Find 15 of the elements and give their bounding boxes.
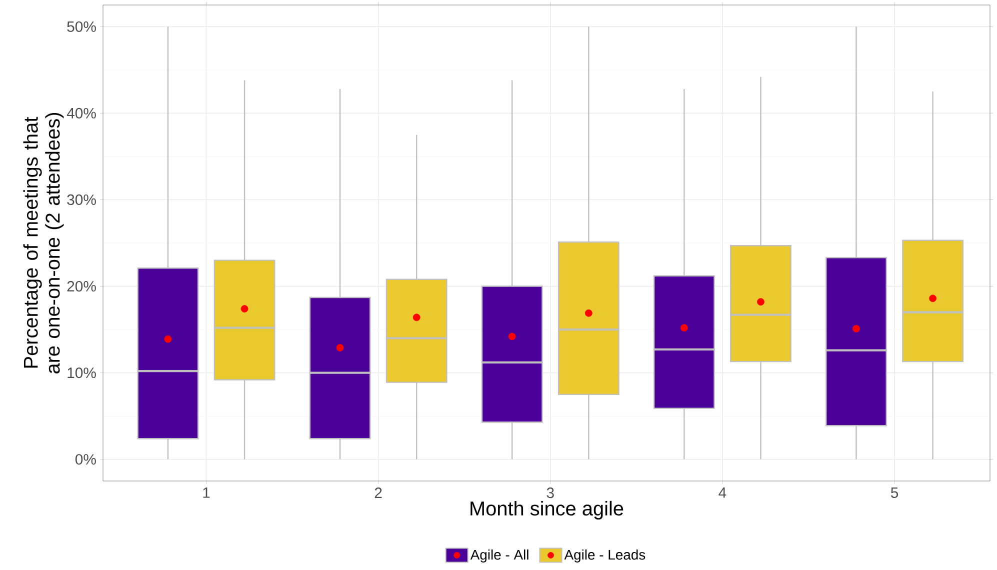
- x-tick-label: 3: [546, 488, 554, 498]
- x-tick-label: 2: [374, 488, 382, 498]
- y-tick-label: 40%: [66, 108, 96, 118]
- y-tick-label: 0%: [75, 454, 96, 465]
- legend-label: Agile - All: [470, 549, 528, 562]
- x-axis-title: Month since agile: [470, 500, 624, 520]
- y-tick-label: 30%: [67, 194, 96, 206]
- y-axis-title: Percentage of meetings that are one-on-one (2 attendees): [23, 113, 64, 374]
- x-tick-label: 5: [890, 488, 898, 498]
- y-tick-label: 50%: [67, 21, 96, 32]
- x-tick-label: 4: [718, 488, 726, 498]
- legend-label: Agile - Leads: [564, 549, 646, 562]
- y-tick-label: 10%: [68, 368, 96, 378]
- y-tick-label: 20%: [67, 280, 96, 292]
- x-tick-label: 1: [203, 488, 210, 498]
